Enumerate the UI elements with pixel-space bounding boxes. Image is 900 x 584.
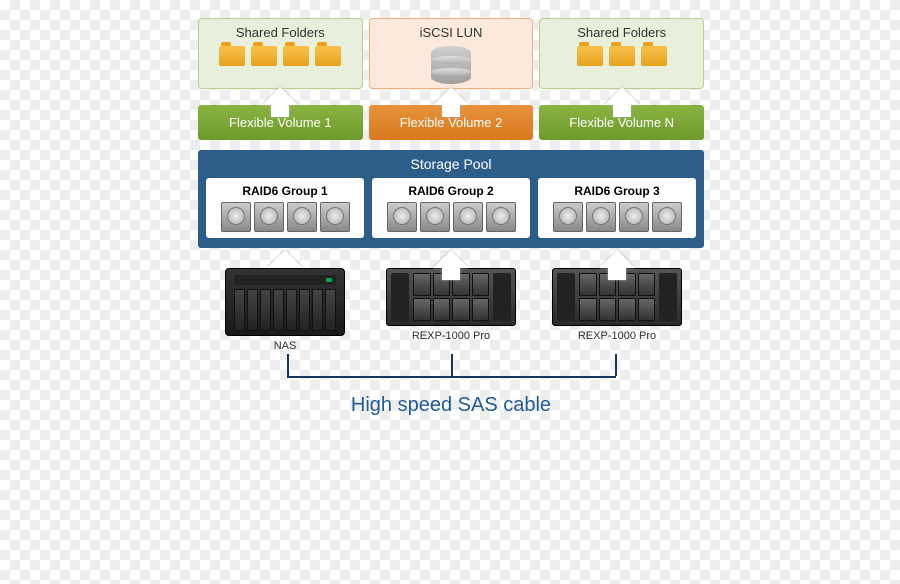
rexp-device-slot-1: REXP-1000 Pro (372, 268, 530, 352)
folder-row-1 (203, 46, 358, 66)
storage-pool: Storage Pool RAID6 Group 1 RAID6 Group 2 (198, 150, 704, 248)
storage-architecture-diagram: Shared Folders iSCSI LUN Shared Folders (198, 18, 704, 417)
drive-icon (420, 202, 450, 232)
drive-icon (486, 202, 516, 232)
folder-icon (315, 46, 341, 66)
drive-icon (553, 202, 583, 232)
arrow-up-icon (433, 87, 469, 105)
folder-icon (641, 46, 667, 66)
arrows-hardware-to-pool (206, 250, 696, 268)
drive-icon (619, 202, 649, 232)
drive-icon (254, 202, 284, 232)
arrow-up-icon (599, 250, 635, 268)
drive-icon (320, 202, 350, 232)
shared-folders-box-2: Shared Folders (539, 18, 704, 89)
folder-row-2 (544, 46, 699, 66)
hardware-row: NAS REXP-1000 Pro REXP-1 (206, 268, 696, 352)
iscsi-lun-title: iSCSI LUN (374, 25, 529, 40)
raid-groups-row: RAID6 Group 1 RAID6 Group 2 RAID (206, 178, 696, 238)
drive-icon (287, 202, 317, 232)
arrow-up-icon (262, 87, 298, 105)
rexp-label-1: REXP-1000 Pro (372, 330, 530, 342)
rexp-device-slot-2: REXP-1000 Pro (538, 268, 696, 352)
folder-icon (219, 46, 245, 66)
nas-label: NAS (206, 340, 364, 352)
folder-icon (577, 46, 603, 66)
raid-group-label: RAID6 Group 1 (210, 184, 360, 198)
raid-group-label: RAID6 Group 2 (376, 184, 526, 198)
nas-device-icon (225, 268, 345, 336)
folder-icon (609, 46, 635, 66)
iscsi-lun-box: iSCSI LUN (369, 18, 534, 89)
rexp-label-2: REXP-1000 Pro (538, 330, 696, 342)
sas-cable-connector (206, 354, 696, 392)
shared-folders-box-1: Shared Folders (198, 18, 363, 89)
arrow-up-icon (604, 87, 640, 105)
arrow-up-icon (433, 250, 469, 268)
drive-icon (453, 202, 483, 232)
drive-icon (586, 202, 616, 232)
arrow-up-icon (267, 250, 303, 268)
top-targets-row: Shared Folders iSCSI LUN Shared Folders (198, 18, 704, 89)
shared-folders-title-2: Shared Folders (544, 25, 699, 40)
folder-icon (283, 46, 309, 66)
drive-icon (387, 202, 417, 232)
sas-cable-label: High speed SAS cable (198, 394, 704, 417)
raid6-group-1: RAID6 Group 1 (206, 178, 364, 238)
folder-icon (251, 46, 277, 66)
storage-pool-title: Storage Pool (206, 156, 696, 172)
arrows-volumes-to-targets (198, 87, 704, 105)
nas-device-slot: NAS (206, 268, 364, 352)
raid6-group-3: RAID6 Group 3 (538, 178, 696, 238)
drive-icon (652, 202, 682, 232)
drive-icon (221, 202, 251, 232)
database-icon (431, 46, 471, 84)
shared-folders-title-1: Shared Folders (203, 25, 358, 40)
raid6-group-2: RAID6 Group 2 (372, 178, 530, 238)
raid-group-label: RAID6 Group 3 (542, 184, 692, 198)
